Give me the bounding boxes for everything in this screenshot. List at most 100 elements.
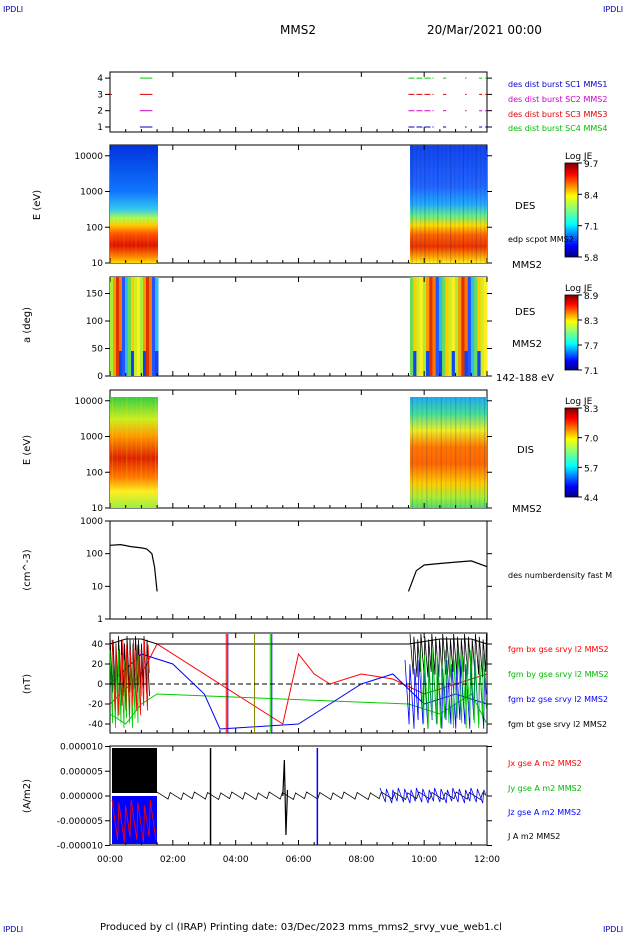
des-energy-stripes <box>111 145 486 263</box>
dis-energy-block-1 <box>110 397 158 508</box>
y-tick-label: 10000 <box>74 397 103 407</box>
legend-sc3: des dist burst SC3 MMS3 <box>508 110 607 119</box>
colorbar-tick-label: 7.0 <box>584 435 599 445</box>
pitch-col <box>116 277 120 376</box>
current-traces <box>111 748 487 845</box>
density-line-2 <box>407 560 488 592</box>
pitch-col <box>448 277 453 376</box>
bt-noise-2 <box>409 633 487 678</box>
des-label: DES <box>515 201 535 212</box>
pitch-col <box>119 277 123 376</box>
x-tick-label: 10:00 <box>411 855 437 865</box>
scpot-label: edp scpot MMS2 <box>508 235 574 244</box>
panel-frame-5 <box>109 520 488 620</box>
pitch-col <box>143 277 147 376</box>
y-tick-label: -0.000005 <box>57 817 103 827</box>
j-baseline <box>156 791 486 801</box>
y-tick-label: 1 <box>97 615 103 625</box>
y-tick-label: 0 <box>97 372 103 382</box>
pitch-col <box>445 277 449 376</box>
pitch-col <box>422 277 427 376</box>
legend-j: J A m2 MMS2 <box>507 832 560 841</box>
pitch-col <box>426 277 430 376</box>
legend-jy: Jy gse A m2 MMS2 <box>507 784 582 793</box>
current-legend: Jx gse A m2 MMS2 Jy gse A m2 MMS2 Jz gse… <box>507 759 582 841</box>
dis-energy-stripes <box>111 397 486 508</box>
magnetic-field-panel <box>109 633 488 733</box>
density-panel <box>109 543 488 592</box>
y-tick-label: 100 <box>86 317 103 327</box>
dis-energy-block-2 <box>410 397 487 508</box>
pitch-col <box>483 277 488 376</box>
colorbar-title: Log JE <box>565 152 593 162</box>
y-tick-label: 0.000010 <box>60 743 103 753</box>
x-tick-label: 02:00 <box>160 855 186 865</box>
des-energy-panel <box>110 145 487 263</box>
pitch-low <box>464 351 469 376</box>
colorbar-title: Log JE <box>565 397 593 407</box>
legend-sc1: des dist burst SC1 MMS1 <box>508 80 607 89</box>
colorbar-tick-label: 7.7 <box>584 342 598 352</box>
legend-jx: Jx gse A m2 MMS2 <box>507 759 582 768</box>
y-tick-label: 100 <box>86 223 103 233</box>
y-tick-label: 10 <box>92 259 104 269</box>
pitch-col <box>435 277 440 376</box>
pitch-col <box>451 277 456 376</box>
ylabel-current: (A/m2) <box>22 779 33 813</box>
sc-label-1: MMS2 <box>512 260 542 271</box>
panel-frame-1 <box>109 71 488 133</box>
y-tick-label: 0.000000 <box>60 792 103 802</box>
y-tick-label: 1000 <box>80 517 103 527</box>
date-title: 20/Mar/2021 00:00 <box>427 23 542 37</box>
y-tick-label: 10 <box>92 504 104 514</box>
pitch-col <box>416 277 421 376</box>
dis-energy-panel <box>110 397 487 508</box>
pitch-col <box>413 277 417 376</box>
pitch-col <box>125 277 129 376</box>
pitch-col <box>477 277 482 376</box>
pitch-col <box>464 277 469 376</box>
y-tick-label: 1000 <box>80 433 103 443</box>
pitch-col <box>128 277 132 376</box>
bfield-legend: fgm bx gse srvy l2 MMS2 fgm by gse srvy … <box>508 645 609 729</box>
des-pitch-panel <box>110 277 488 376</box>
panel-frame-7 <box>109 745 488 846</box>
pitch-low <box>451 351 456 376</box>
bz-noise-2 <box>404 659 487 729</box>
pitch-col <box>113 277 117 376</box>
legend-sc2: des dist burst SC2 MMS2 <box>508 95 607 104</box>
pitch-col <box>152 277 156 376</box>
pitch-col <box>438 277 443 376</box>
pitch-col <box>454 277 459 376</box>
y-tick-label: -20 <box>88 700 103 710</box>
colorbar-tick-label: 8.3 <box>584 317 598 327</box>
sc-label-2: MMS2 <box>512 339 542 350</box>
legend-by: fgm by gse srvy l2 MMS2 <box>508 670 609 679</box>
bfield-line-3 <box>109 653 488 730</box>
y-tick-label: 1 <box>97 123 103 133</box>
pitch-col <box>149 277 153 376</box>
bx-noise-1 <box>111 639 150 716</box>
pitch-col <box>131 277 135 376</box>
y-tick-label: 150 <box>86 290 103 300</box>
legend-bt: fgm bt gse srvy l2 MMS2 <box>508 720 607 729</box>
colorbar-tick-label: 7.1 <box>584 367 598 377</box>
des-energy-block-1 <box>110 145 158 263</box>
x-tick-label: 00:00 <box>97 855 123 865</box>
pitch-col <box>429 277 433 376</box>
legend-sc4: des dist burst SC4 MMS4 <box>508 124 607 133</box>
y-tick-label: 1000 <box>80 188 103 198</box>
colorbar-1 <box>564 162 579 258</box>
bfield-line-4 <box>109 638 488 645</box>
pitch-col <box>432 277 437 376</box>
by-noise-1 <box>109 649 140 729</box>
colorbar-tick-label: 5.8 <box>584 254 599 264</box>
jx-noise <box>111 799 157 843</box>
density-line <box>109 543 158 592</box>
pitch-col <box>140 277 144 376</box>
pitch-col <box>146 277 150 376</box>
pitch-low <box>143 351 147 376</box>
y-tick-label: 20 <box>92 660 104 670</box>
legend-bx: fgm bx gse srvy l2 MMS2 <box>508 645 609 654</box>
colorbar-tick-label: 8.9 <box>584 292 599 302</box>
